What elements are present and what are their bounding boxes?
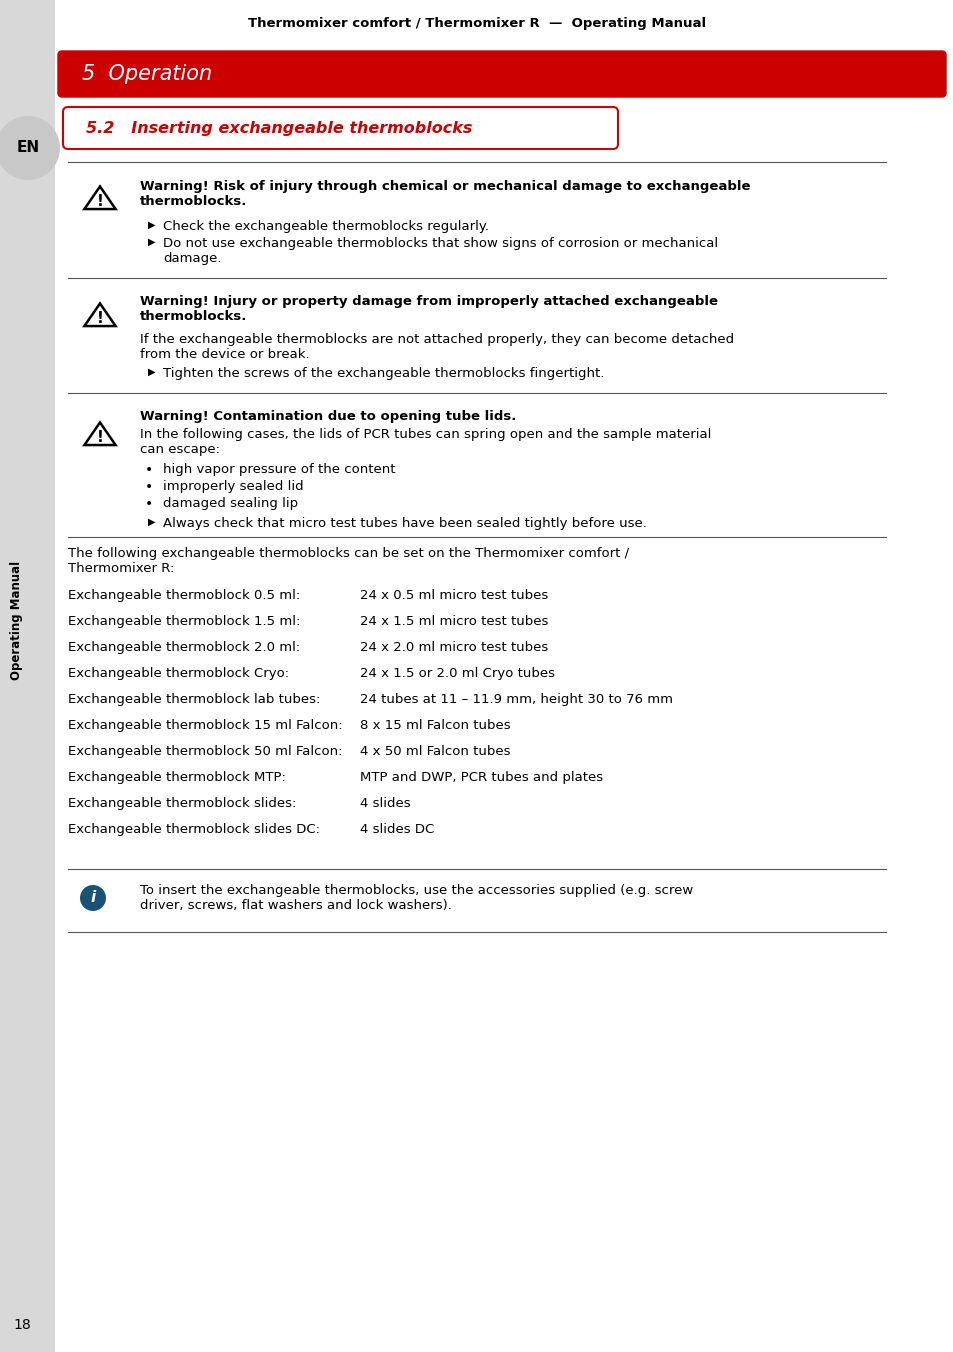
Text: improperly sealed lid: improperly sealed lid	[163, 480, 303, 493]
Text: To insert the exchangeable thermoblocks, use the accessories supplied (e.g. scre: To insert the exchangeable thermoblocks,…	[140, 884, 693, 913]
Text: i: i	[91, 891, 95, 906]
Text: Warning! Risk of injury through chemical or mechanical damage to exchangeable
th: Warning! Risk of injury through chemical…	[140, 180, 750, 208]
Text: Warning! Contamination due to opening tube lids.: Warning! Contamination due to opening tu…	[140, 410, 516, 423]
Text: 5  Operation: 5 Operation	[82, 64, 212, 84]
Text: Do not use exchangeable thermoblocks that show signs of corrosion or mechanical
: Do not use exchangeable thermoblocks tha…	[163, 237, 718, 265]
Text: •: •	[145, 462, 153, 477]
Text: 18: 18	[13, 1318, 30, 1332]
Text: Exchangeable thermoblock 50 ml Falcon:: Exchangeable thermoblock 50 ml Falcon:	[68, 745, 342, 758]
Text: 24 x 1.5 ml micro test tubes: 24 x 1.5 ml micro test tubes	[359, 615, 548, 627]
Text: 24 x 2.0 ml micro test tubes: 24 x 2.0 ml micro test tubes	[359, 641, 548, 654]
Bar	[55, 0, 65, 1352]
FancyBboxPatch shape	[63, 107, 618, 149]
Bar	[0, 0, 55, 1352]
Text: Always check that micro test tubes have been sealed tightly before use.: Always check that micro test tubes have …	[163, 516, 646, 530]
Text: The following exchangeable thermoblocks can be set on the Thermomixer comfort /
: The following exchangeable thermoblocks …	[68, 548, 628, 575]
Text: Exchangeable thermoblock 1.5 ml:: Exchangeable thermoblock 1.5 ml:	[68, 615, 300, 627]
FancyBboxPatch shape	[58, 51, 945, 97]
Text: Exchangeable thermoblock slides DC:: Exchangeable thermoblock slides DC:	[68, 823, 319, 836]
Text: 24 x 0.5 ml micro test tubes: 24 x 0.5 ml micro test tubes	[359, 589, 548, 602]
Circle shape	[80, 886, 106, 911]
Text: MTP and DWP, PCR tubes and plates: MTP and DWP, PCR tubes and plates	[359, 771, 602, 784]
Polygon shape	[84, 187, 115, 210]
Text: Exchangeable thermoblock 2.0 ml:: Exchangeable thermoblock 2.0 ml:	[68, 641, 300, 654]
Text: 4 slides: 4 slides	[359, 796, 410, 810]
Text: •: •	[145, 498, 153, 511]
Text: Warning! Injury or property damage from improperly attached exchangeable
thermob: Warning! Injury or property damage from …	[140, 295, 718, 323]
Text: high vapor pressure of the content: high vapor pressure of the content	[163, 462, 395, 476]
Text: !: !	[96, 193, 103, 208]
Text: Exchangeable thermoblock 15 ml Falcon:: Exchangeable thermoblock 15 ml Falcon:	[68, 719, 342, 731]
Text: 24 tubes at 11 – 11.9 mm, height 30 to 76 mm: 24 tubes at 11 – 11.9 mm, height 30 to 7…	[359, 694, 672, 706]
Text: Check the exchangeable thermoblocks regularly.: Check the exchangeable thermoblocks regu…	[163, 220, 489, 233]
Text: ▶: ▶	[148, 516, 155, 527]
Text: ▶: ▶	[148, 366, 155, 377]
Text: •: •	[145, 480, 153, 493]
Text: Exchangeable thermoblock MTP:: Exchangeable thermoblock MTP:	[68, 771, 286, 784]
Text: 4 x 50 ml Falcon tubes: 4 x 50 ml Falcon tubes	[359, 745, 510, 758]
Text: Exchangeable thermoblock lab tubes:: Exchangeable thermoblock lab tubes:	[68, 694, 320, 706]
Text: !: !	[96, 311, 103, 326]
Text: Thermomixer comfort / Thermomixer R  —  Operating Manual: Thermomixer comfort / Thermomixer R — Op…	[248, 16, 705, 30]
Text: 24 x 1.5 or 2.0 ml Cryo tubes: 24 x 1.5 or 2.0 ml Cryo tubes	[359, 667, 555, 680]
Text: ▶: ▶	[148, 237, 155, 247]
Circle shape	[0, 116, 60, 180]
Text: Tighten the screws of the exchangeable thermoblocks fingertight.: Tighten the screws of the exchangeable t…	[163, 366, 604, 380]
Text: Exchangeable thermoblock slides:: Exchangeable thermoblock slides:	[68, 796, 296, 810]
Text: 8 x 15 ml Falcon tubes: 8 x 15 ml Falcon tubes	[359, 719, 510, 731]
Text: Exchangeable thermoblock Cryo:: Exchangeable thermoblock Cryo:	[68, 667, 289, 680]
Text: 5.2   Inserting exchangeable thermoblocks: 5.2 Inserting exchangeable thermoblocks	[86, 120, 472, 135]
Text: EN: EN	[16, 141, 39, 155]
Text: Operating Manual: Operating Manual	[10, 561, 24, 680]
Text: In the following cases, the lids of PCR tubes can spring open and the sample mat: In the following cases, the lids of PCR …	[140, 429, 711, 456]
Text: Exchangeable thermoblock 0.5 ml:: Exchangeable thermoblock 0.5 ml:	[68, 589, 300, 602]
Text: damaged sealing lip: damaged sealing lip	[163, 498, 297, 510]
Polygon shape	[84, 422, 115, 445]
Text: 4 slides DC: 4 slides DC	[359, 823, 434, 836]
Text: If the exchangeable thermoblocks are not attached properly, they can become deta: If the exchangeable thermoblocks are not…	[140, 333, 734, 361]
Text: !: !	[96, 430, 103, 445]
Text: ▶: ▶	[148, 220, 155, 230]
Polygon shape	[84, 303, 115, 326]
